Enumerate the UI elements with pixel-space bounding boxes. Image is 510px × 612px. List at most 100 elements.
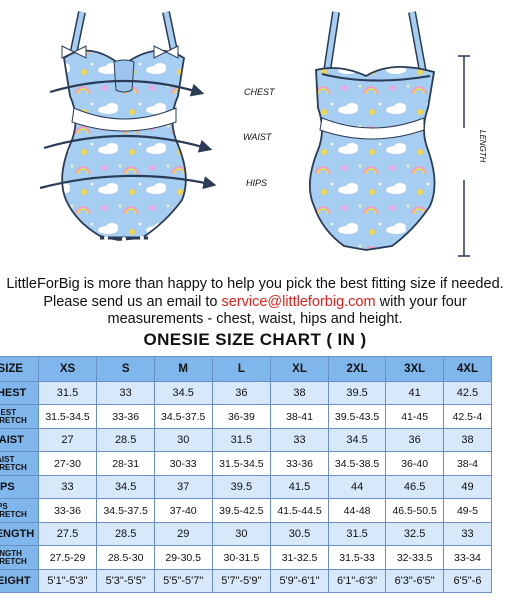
table-cell: 33 xyxy=(270,428,329,452)
table-cell: 29-30.5 xyxy=(153,545,213,570)
table-cell: 39.5-42.5 xyxy=(211,498,272,523)
message-line-1: LittleForBig is more than happy to help … xyxy=(6,276,504,292)
chest-label: CHEST xyxy=(244,87,276,97)
message-line-2-end: with your four xyxy=(375,293,467,310)
chart-title: ONESIE SIZE CHART ( IN ) xyxy=(143,330,367,349)
table-cell: 28.5 xyxy=(96,522,155,546)
table-cell: 36-40 xyxy=(385,451,444,476)
table-cell: 44 xyxy=(327,475,387,499)
waist-label: WAIST xyxy=(243,132,273,142)
table-cell: 6'3"-6'5" xyxy=(385,569,444,593)
table-cell: 5'5"-5'7" xyxy=(153,569,213,593)
table-cell: 5'9"-6'1" xyxy=(270,569,329,593)
table-row: HIPS STRETCH33-3634.5-37.537-4039.5-42.5… xyxy=(0,498,493,523)
table-cell: 41-45 xyxy=(385,404,444,429)
hips-label: HIPS xyxy=(246,178,267,188)
table-cell: 37-40 xyxy=(153,498,213,523)
table-cell: 31-32.5 xyxy=(270,545,329,570)
row-label: CHEST STRETCH xyxy=(0,404,39,429)
table-cell: 39.5-43.5 xyxy=(327,404,387,429)
size-header: 3XL xyxy=(385,356,444,382)
size-header: 4XL xyxy=(442,356,493,382)
row-label: HIPS STRETCH xyxy=(0,498,39,523)
onesie-illustration: CHEST WAIST HIPS LENGTH xyxy=(39,11,487,257)
table-cell: 27.5-29 xyxy=(37,545,98,570)
row-label: HIPS xyxy=(0,475,39,499)
size-header: XL xyxy=(270,356,329,382)
table-cell: 30-33 xyxy=(153,451,213,476)
table-row: WAIST STRETCH27-3028-3130-3331.5-34.533-… xyxy=(0,451,493,476)
row-label: HEIGHT xyxy=(0,569,39,593)
row-label: WAIST xyxy=(0,428,39,452)
table-cell: 38-4 xyxy=(442,451,493,476)
table-cell: 30-31.5 xyxy=(211,545,272,570)
table-row: CHEST STRETCH31.5-34.533-3634.5-37.536-3… xyxy=(0,404,493,429)
table-cell: 44-48 xyxy=(327,498,387,523)
table-cell: 33-36 xyxy=(270,451,329,476)
table-cell: 38-41 xyxy=(270,404,329,429)
table-cell: 33-36 xyxy=(37,498,98,523)
row-label: LENGTH xyxy=(0,522,39,546)
table-cell: 29 xyxy=(153,522,213,546)
back-onesie xyxy=(308,11,436,251)
table-cell: 31.5-33 xyxy=(327,545,387,570)
length-measure: LENGTH xyxy=(458,55,487,257)
table-cell: 31.5 xyxy=(37,381,98,405)
table-cell: 33 xyxy=(442,522,493,546)
size-header: S xyxy=(96,356,155,382)
table-cell: 37 xyxy=(153,475,213,499)
size-header: XS xyxy=(37,356,98,382)
table-cell: 33-36 xyxy=(96,404,155,429)
table-cell: 27-30 xyxy=(37,451,98,476)
table-cell: 28.5 xyxy=(96,428,155,452)
message-line-2-start: Please send us an email to xyxy=(43,293,222,310)
table-cell: 5'3"-5'5" xyxy=(96,569,155,593)
table-row: HEIGHT5'1"-5'3"5'3"-5'5"5'5"-5'7"5'7"-5'… xyxy=(0,569,493,593)
table-cell: 39.5 xyxy=(327,381,387,405)
help-message: LittleForBig is more than happy to help … xyxy=(0,276,510,329)
table-cell: 34.5 xyxy=(153,381,213,405)
table-cell: 30.5 xyxy=(270,522,329,546)
email-link[interactable]: service@littleforbig.com xyxy=(221,293,376,310)
table-cell: 42.5 xyxy=(442,381,493,405)
table-cell: 28-31 xyxy=(96,451,155,476)
table-cell: 34.5-37.5 xyxy=(153,404,213,429)
table-cell: 38 xyxy=(270,381,329,405)
size-header: 2XL xyxy=(327,356,387,382)
table-cell: 5'7"-5'9" xyxy=(211,569,272,593)
table-cell: 41.5 xyxy=(270,475,329,499)
table-cell: 36 xyxy=(211,381,272,405)
table-cell: 33-34 xyxy=(442,545,493,570)
table-row: LENGTH STRETCH27.5-2928.5-3029-30.530-31… xyxy=(0,545,493,570)
size-chart-table: SIZE XS S M L XL 2XL 3XL 4XL CHEST31.533… xyxy=(0,356,493,593)
table-cell: 41 xyxy=(385,381,444,405)
row-label: LENGTH STRETCH xyxy=(0,545,39,570)
table-cell: 6'5"-6 xyxy=(442,569,493,593)
table-cell: 32.5 xyxy=(385,522,444,546)
message-line-2: Please send us an email to service@littl… xyxy=(0,294,510,312)
table-cell: 30 xyxy=(211,522,272,546)
table-cell: 28.5-30 xyxy=(96,545,155,570)
table-cell: 5'1"-5'3" xyxy=(37,569,98,593)
table-cell: 39.5 xyxy=(211,475,272,499)
row-label: CHEST xyxy=(0,381,39,405)
size-column-header: SIZE xyxy=(0,356,39,382)
table-cell: 33 xyxy=(37,475,98,499)
table-cell: 31.5 xyxy=(211,428,272,452)
table-cell: 36 xyxy=(385,428,444,452)
length-label: LENGTH xyxy=(478,130,487,163)
table-cell: 49-5 xyxy=(442,498,493,523)
size-header: M xyxy=(153,356,213,382)
row-label: WAIST STRETCH xyxy=(0,451,39,476)
table-cell: 36-39 xyxy=(211,404,272,429)
table-cell: 38 xyxy=(442,428,493,452)
table-cell: 46.5 xyxy=(385,475,444,499)
table-cell: 34.5-37.5 xyxy=(96,498,155,523)
table-cell: 31.5 xyxy=(327,522,387,546)
table-cell: 34.5 xyxy=(96,475,155,499)
table-header-row: SIZE XS S M L XL 2XL 3XL 4XL xyxy=(0,356,493,382)
